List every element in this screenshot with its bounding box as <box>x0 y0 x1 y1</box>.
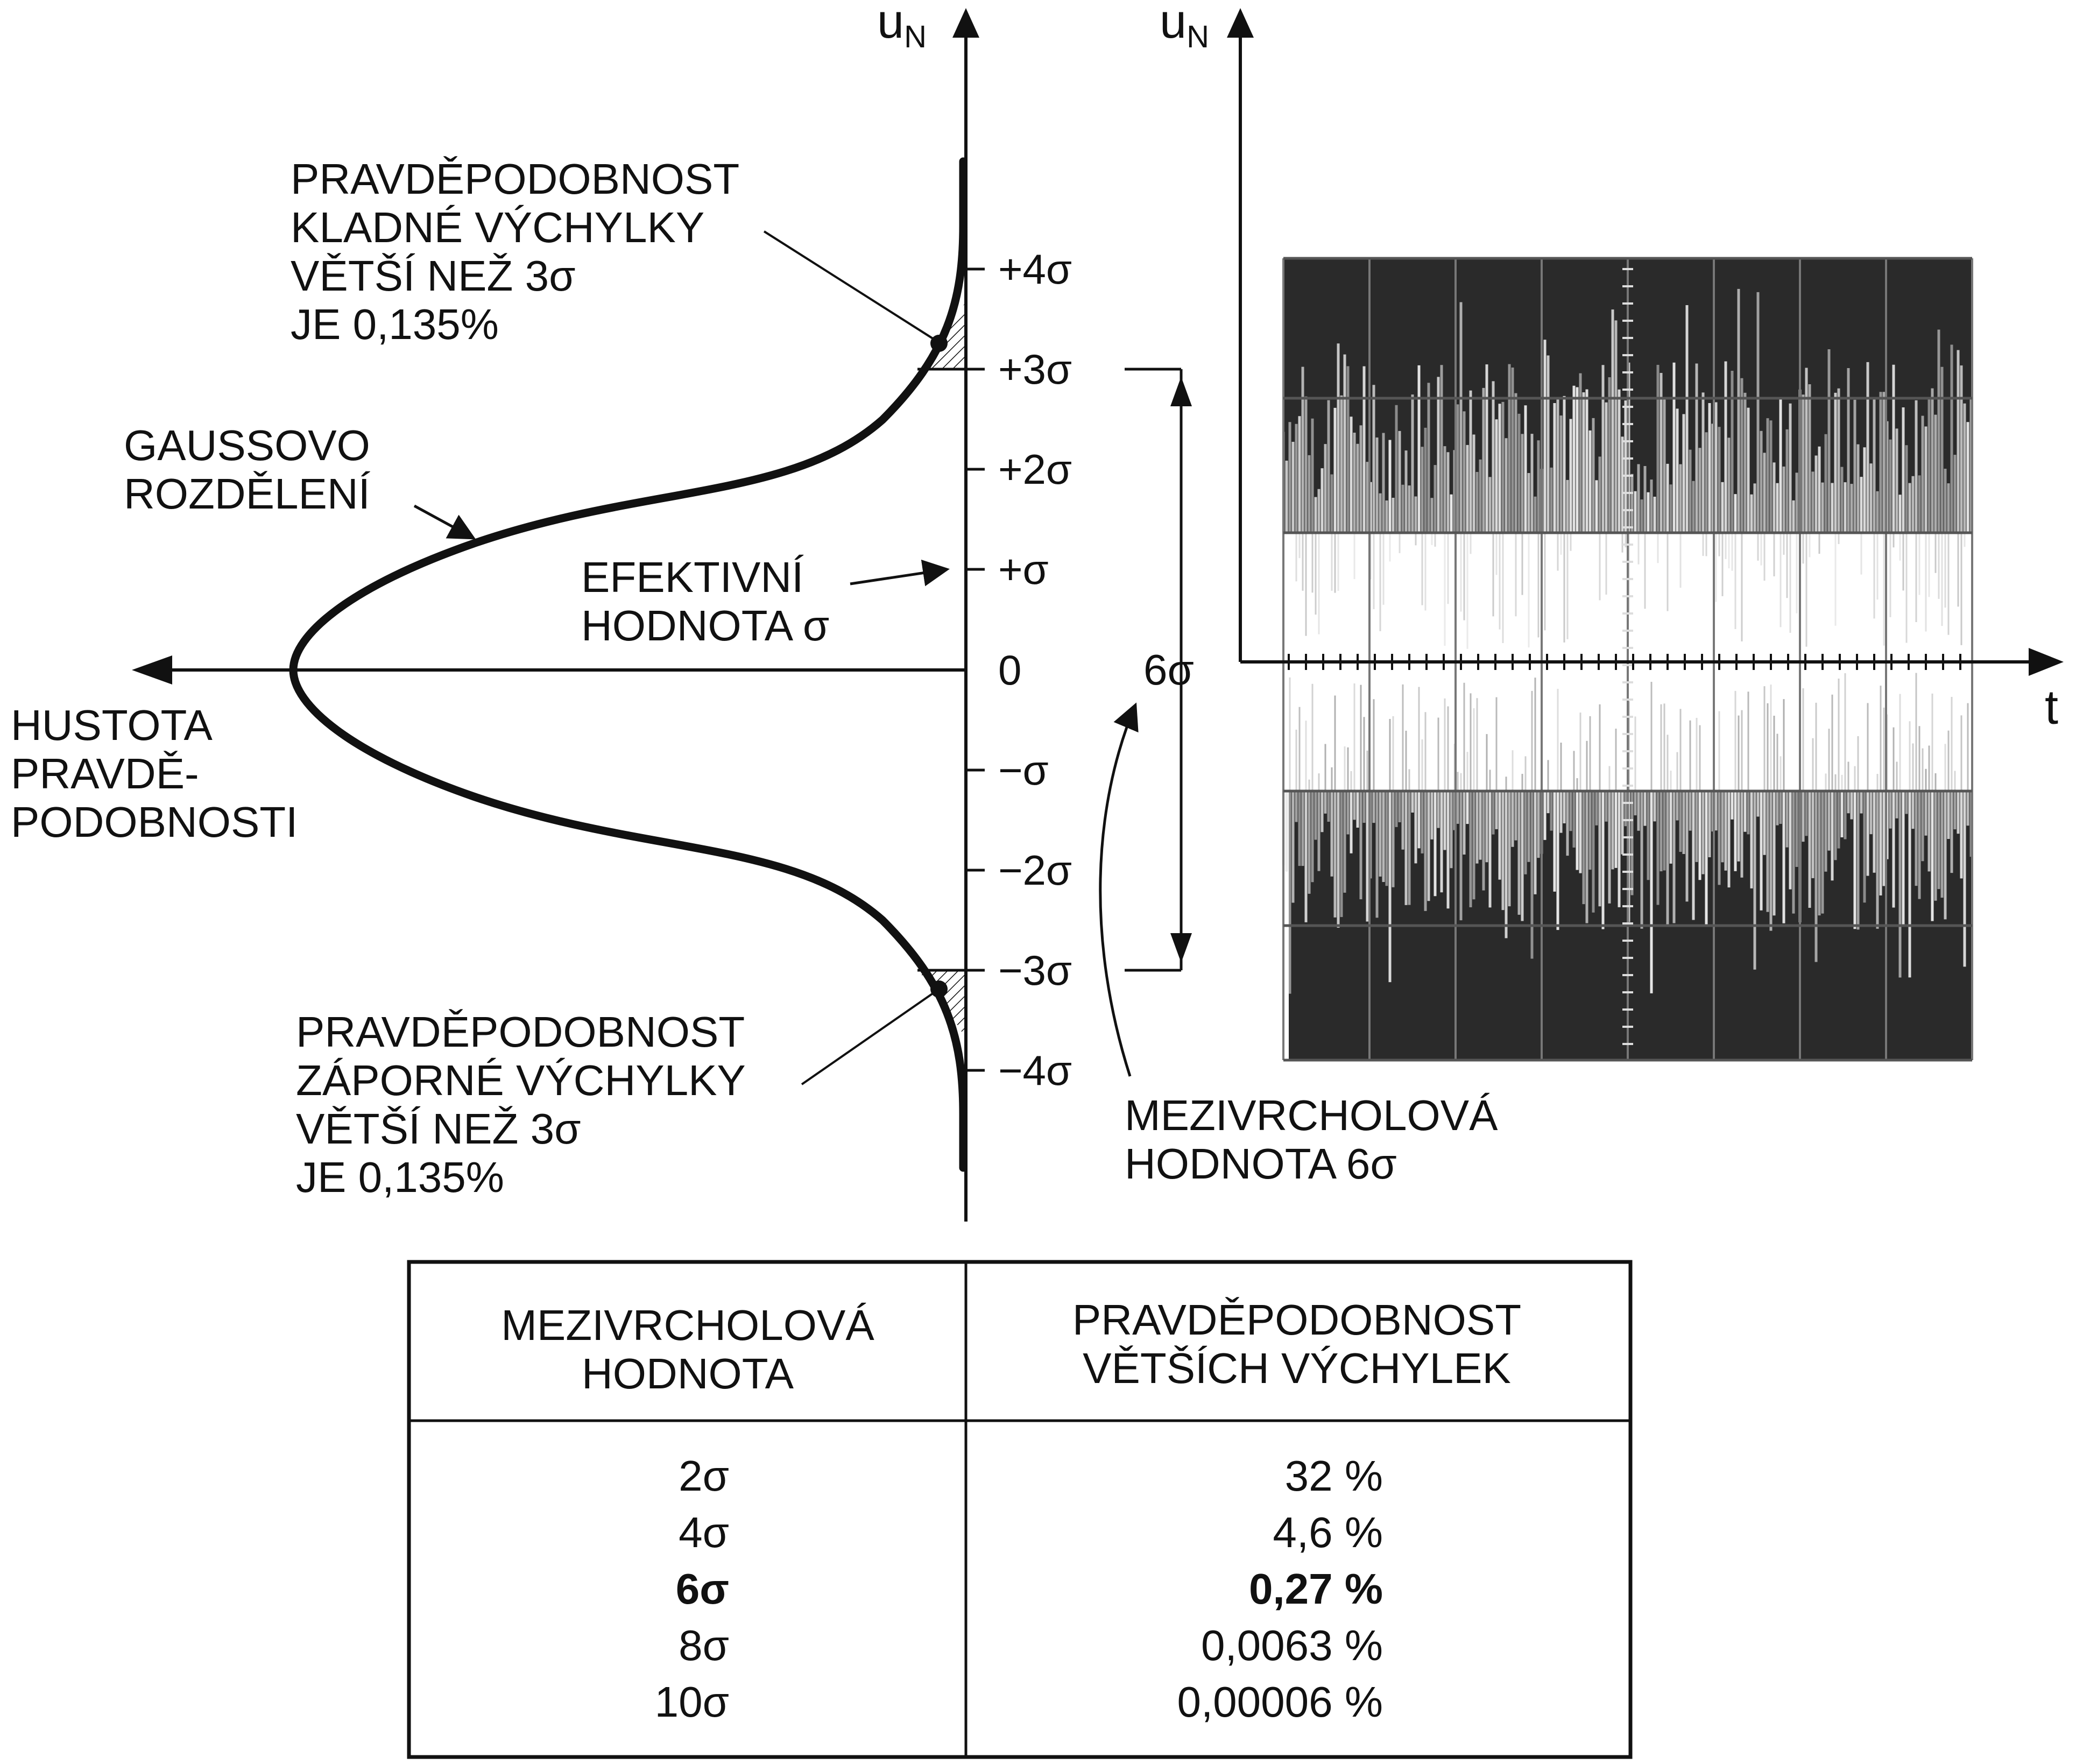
svg-text:0,0063 %: 0,0063 % <box>1201 1621 1383 1669</box>
peak-to-peak-arrow <box>1099 702 1139 1077</box>
table-row: 8σ 0,0063 % <box>679 1621 1383 1669</box>
peak-to-peak-label: MEZIVRCHOLOVÁ HODNOTA 6σ <box>1125 1091 1498 1188</box>
tick-label-plus2: +2σ <box>998 446 1072 493</box>
tick-label-minus3: −3σ <box>998 947 1072 994</box>
tick-label-plus4: +4σ <box>998 245 1072 293</box>
svg-text:PRAVDĚPODOBNOST: PRAVDĚPODOBNOST <box>291 155 739 203</box>
svg-text:HODNOTA 6σ: HODNOTA 6σ <box>1125 1140 1397 1188</box>
probability-table: MEZIVRCHOLOVÁ HODNOTA PRAVDĚPODOBNOST VĚ… <box>407 1260 1633 1759</box>
upper-tail-dot <box>930 335 948 352</box>
tick-label-plus1: +σ <box>998 546 1049 593</box>
gauss-label: GAUSSOVO ROZDĚLENÍ <box>124 421 371 518</box>
svg-text:6σ: 6σ <box>676 1565 729 1613</box>
prob-pos-leader <box>763 230 935 340</box>
svg-text:8σ: 8σ <box>679 1621 729 1669</box>
svg-text:PODOBNOSTI: PODOBNOSTI <box>11 798 298 846</box>
header-left-line2: HODNOTA <box>582 1350 794 1398</box>
svg-text:4,6 %: 4,6 % <box>1273 1508 1383 1556</box>
gauss-curve <box>289 157 968 1172</box>
svg-text:JE 0,135%: JE 0,135% <box>291 300 499 348</box>
prob-neg-label: PRAVDĚPODOBNOST ZÁPORNÉ VÝCHYLKY VĚTŠÍ N… <box>296 1008 746 1201</box>
density-label: HUSTOTA PRAVDĚ- PODOBNOSTI <box>11 701 298 846</box>
header-right-line2: VĚTŠÍCH VÝCHYLEK <box>1083 1344 1511 1392</box>
left-axis-title: uN <box>877 0 927 54</box>
header-right-line1: PRAVDĚPODOBNOST <box>1072 1296 1521 1344</box>
svg-text:HUSTOTA: HUSTOTA <box>11 701 213 749</box>
svg-text:VĚTŠÍ NEŽ 3σ: VĚTŠÍ NEŽ 3σ <box>291 252 576 300</box>
tick-label-zero: 0 <box>998 646 1021 694</box>
svg-text:2σ: 2σ <box>679 1452 729 1500</box>
svg-text:32 %: 32 % <box>1285 1452 1383 1500</box>
svg-text:JE 0,135%: JE 0,135% <box>296 1153 504 1201</box>
sigma-ticks <box>966 267 985 1072</box>
table-row-highlighted: 6σ 0,27 % <box>676 1565 1383 1613</box>
svg-text:KLADNÉ VÝCHYLKY: KLADNÉ VÝCHYLKY <box>291 203 704 251</box>
svg-text:0,00006 %: 0,00006 % <box>1177 1678 1383 1726</box>
left-vertical-arrowhead <box>952 8 979 38</box>
svg-text:4σ: 4σ <box>679 1508 729 1556</box>
right-vertical-arrowhead <box>1227 8 1254 38</box>
upper-tail-hatch <box>917 301 966 369</box>
lower-tail-dot <box>930 980 948 998</box>
svg-text:PRAVDĚPODOBNOST: PRAVDĚPODOBNOST <box>296 1008 745 1056</box>
svg-text:0,27 %: 0,27 % <box>1249 1565 1383 1613</box>
time-arrowhead <box>2029 648 2064 676</box>
table-row: 4σ 4,6 % <box>679 1508 1383 1556</box>
tick-label-minus2: −2σ <box>998 846 1072 894</box>
six-sigma-dimension <box>1125 368 1192 972</box>
effective-label: EFEKTIVNÍ HODNOTA σ <box>581 553 829 650</box>
right-axis-title: uN <box>1160 0 1209 54</box>
svg-text:ROZDĚLENÍ: ROZDĚLENÍ <box>124 470 371 518</box>
svg-text:HODNOTA σ: HODNOTA σ <box>581 602 829 650</box>
right-axes: uN <box>1160 0 1254 662</box>
svg-text:ZÁPORNÉ VÝCHYLKY: ZÁPORNÉ VÝCHYLKY <box>296 1056 746 1104</box>
screen-graticule <box>1282 257 1973 1062</box>
table-row: 2σ 32 % <box>679 1452 1383 1500</box>
oscilloscope-screen <box>1282 257 1973 1062</box>
effective-arrow <box>850 559 950 587</box>
tick-label-minus4: −4σ <box>998 1047 1072 1094</box>
svg-text:GAUSSOVO: GAUSSOVO <box>124 421 370 469</box>
tick-label-plus3: +3σ <box>998 345 1072 393</box>
gauss-leader <box>413 504 476 540</box>
six-sigma-label: 6σ <box>1143 646 1194 694</box>
left-axis-group: uN +4σ +3σ +2σ +σ 0 −σ −2σ −3σ −4σ <box>132 0 1072 1222</box>
noise-band-upper <box>1282 288 1973 649</box>
svg-text:10σ: 10σ <box>655 1678 729 1726</box>
table-row: 10σ 0,00006 % <box>655 1678 1383 1726</box>
svg-text:VĚTŠÍ NEŽ 3σ: VĚTŠÍ NEŽ 3σ <box>296 1105 581 1153</box>
header-left-line1: MEZIVRCHOLOVÁ <box>501 1301 874 1349</box>
time-axis-label: t <box>2045 681 2058 735</box>
svg-text:PRAVDĚ-: PRAVDĚ- <box>11 750 199 798</box>
prob-pos-label: PRAVDĚPODOBNOST KLADNÉ VÝCHYLKY VĚTŠÍ NE… <box>291 155 739 348</box>
svg-text:MEZIVRCHOLOVÁ: MEZIVRCHOLOVÁ <box>1125 1091 1498 1139</box>
prob-neg-leader <box>801 992 935 1085</box>
density-arrowhead <box>132 655 172 685</box>
tick-label-minus1: −σ <box>998 746 1049 794</box>
lower-tail-hatch <box>917 970 966 1039</box>
svg-text:EFEKTIVNÍ: EFEKTIVNÍ <box>581 553 804 601</box>
